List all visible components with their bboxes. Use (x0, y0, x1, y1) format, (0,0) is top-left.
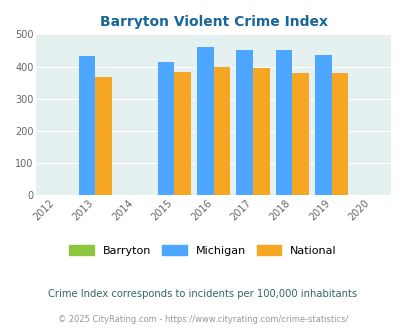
Bar (315, 54, 331, 195)
Bar (331, 73, 347, 195)
Bar (292, 73, 308, 195)
Title: Barryton Violent Crime Index: Barryton Violent Crime Index (99, 15, 327, 29)
Bar (174, 72, 190, 195)
Text: © 2025 CityRating.com - https://www.cityrating.com/crime-statistics/: © 2025 CityRating.com - https://www.city… (58, 315, 347, 324)
Text: Crime Index corresponds to incidents per 100,000 inhabitants: Crime Index corresponds to incidents per… (48, 289, 357, 299)
Bar (196, 47, 213, 195)
Bar (95, 77, 112, 195)
Bar (275, 50, 292, 195)
Bar (213, 67, 230, 195)
Bar (236, 50, 252, 195)
Bar (79, 56, 95, 195)
Legend: Barryton, Michigan, National: Barryton, Michigan, National (65, 240, 340, 260)
Bar (157, 62, 174, 195)
Bar (252, 68, 269, 195)
